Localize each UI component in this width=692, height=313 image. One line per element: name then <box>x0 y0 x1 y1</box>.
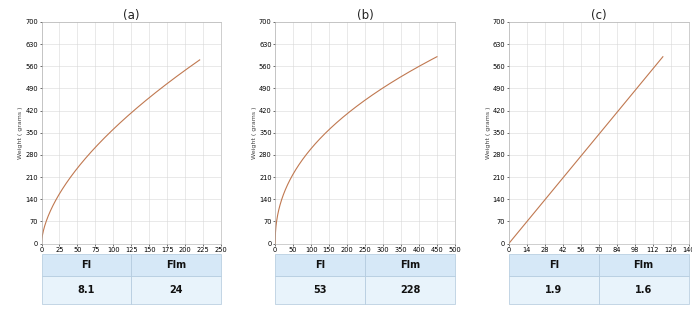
Y-axis label: Weight ( grams ): Weight ( grams ) <box>252 106 257 159</box>
Title: (c): (c) <box>591 9 606 22</box>
X-axis label: Time ( seconds ): Time ( seconds ) <box>339 255 391 260</box>
Text: FIm: FIm <box>166 260 186 270</box>
Text: 53: 53 <box>313 285 327 295</box>
Text: 1.6: 1.6 <box>635 285 653 295</box>
Y-axis label: Weight ( grams ): Weight ( grams ) <box>18 106 24 159</box>
Text: 228: 228 <box>400 285 420 295</box>
Text: 24: 24 <box>170 285 183 295</box>
Text: 1.9: 1.9 <box>545 285 563 295</box>
Y-axis label: Weight ( grams ): Weight ( grams ) <box>486 106 491 159</box>
Title: (a): (a) <box>123 9 140 22</box>
Text: FI: FI <box>315 260 325 270</box>
Text: FI: FI <box>82 260 91 270</box>
Text: 8.1: 8.1 <box>78 285 95 295</box>
Text: FI: FI <box>549 260 559 270</box>
X-axis label: Time ( seconds ): Time ( seconds ) <box>105 255 157 260</box>
Text: FIm: FIm <box>400 260 420 270</box>
Title: (b): (b) <box>356 9 374 22</box>
X-axis label: Time ( seconds ): Time ( seconds ) <box>573 255 625 260</box>
Text: FIm: FIm <box>634 260 654 270</box>
